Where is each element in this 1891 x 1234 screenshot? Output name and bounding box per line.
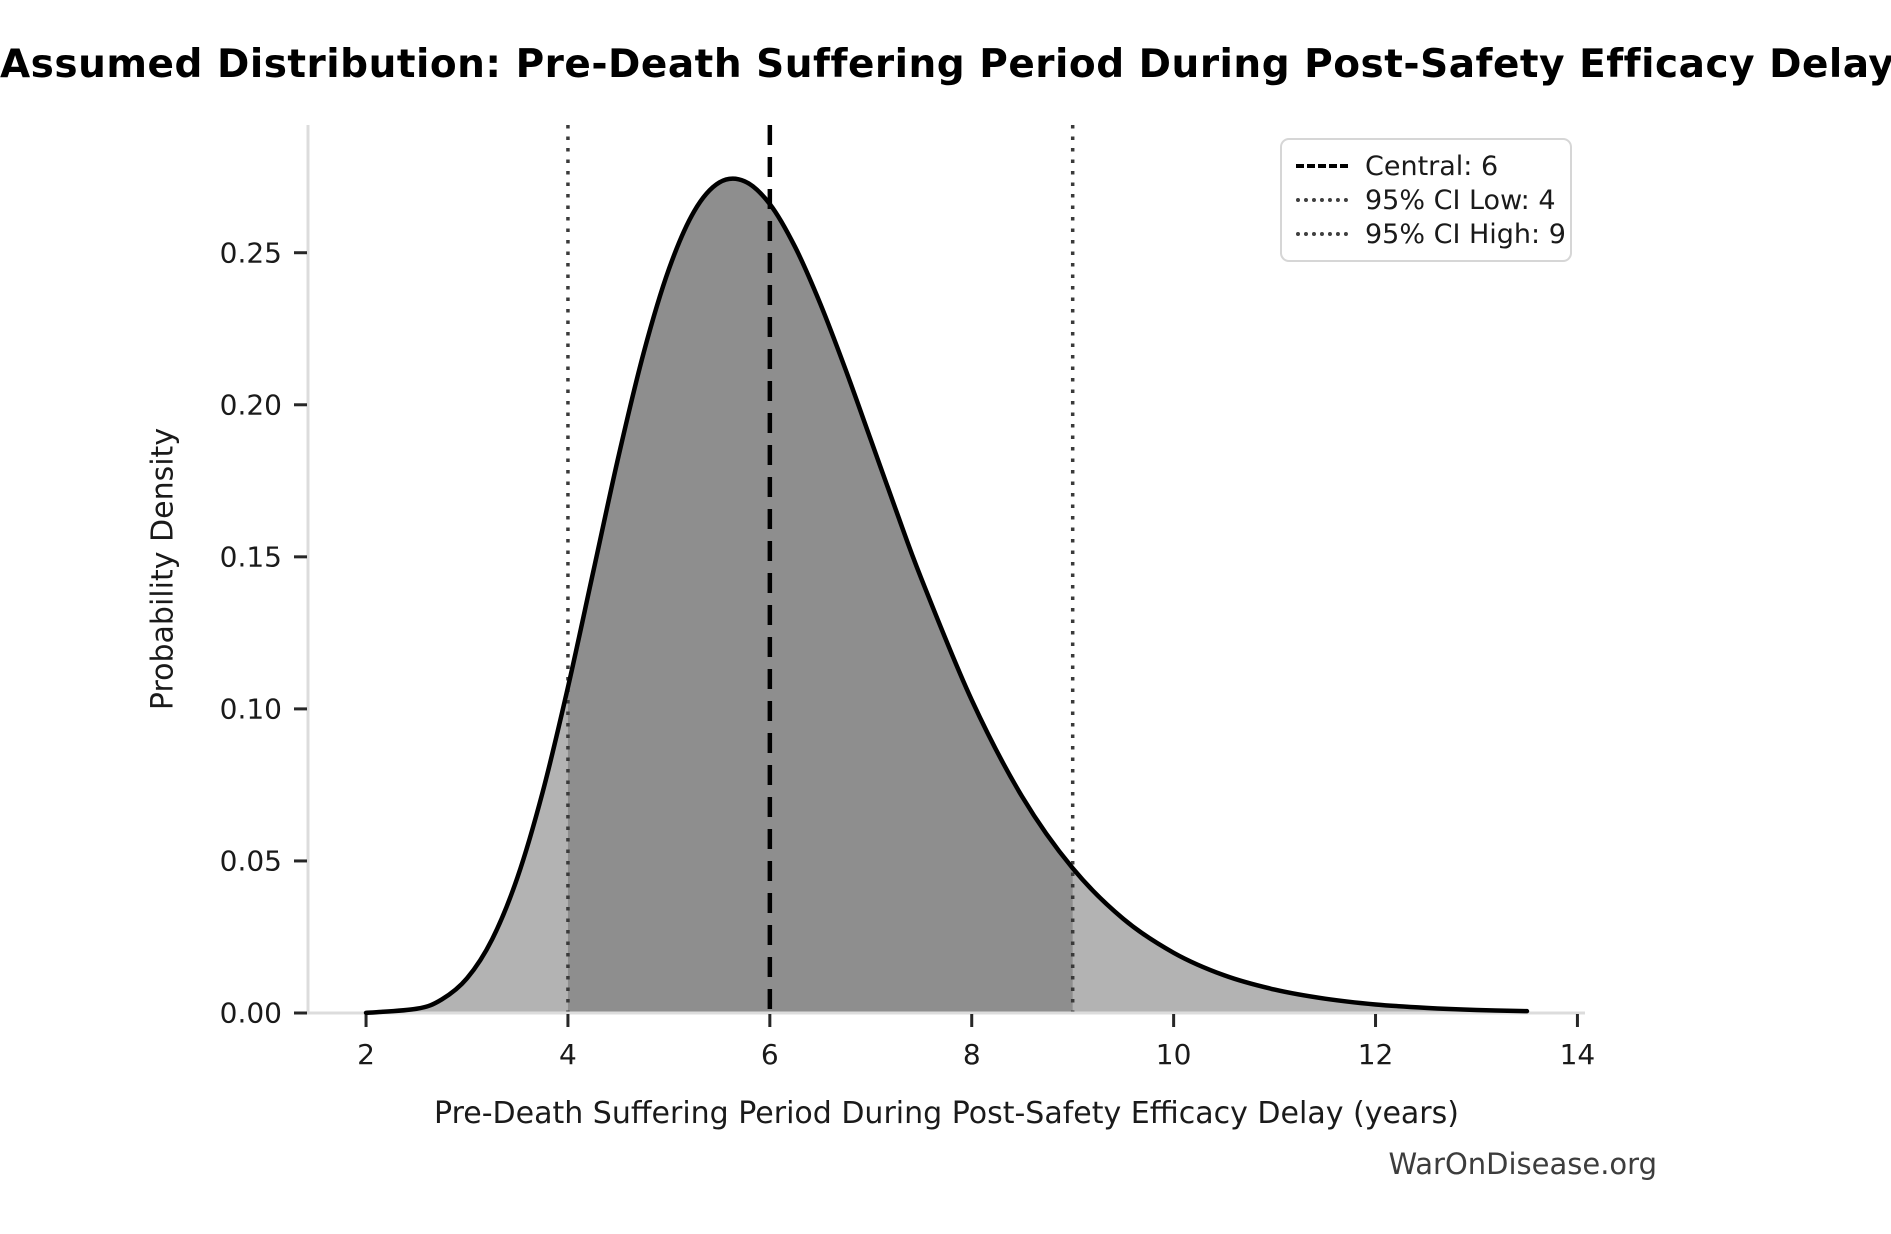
legend-label-ci-low: 95% CI Low: 4 bbox=[1365, 184, 1556, 216]
x-tick-label: 10 bbox=[1155, 1038, 1192, 1071]
x-tick-label: 8 bbox=[962, 1038, 981, 1071]
x-tick-label: 4 bbox=[559, 1038, 577, 1071]
legend-row-ci-high: 95% CI High: 9 bbox=[1296, 219, 1566, 250]
legend-label-ci-high: 95% CI High: 9 bbox=[1365, 218, 1566, 250]
y-tick-label: 0.20 bbox=[219, 388, 282, 422]
chart-title: Assumed Distribution: Pre-Death Sufferin… bbox=[0, 42, 1891, 87]
x-tick-label: 14 bbox=[1559, 1038, 1596, 1071]
y-tick-label: 0.10 bbox=[219, 692, 282, 726]
legend-row-central: Central: 6 bbox=[1296, 151, 1556, 182]
x-tick-label: 6 bbox=[760, 1038, 779, 1071]
y-tick-label: 0.25 bbox=[219, 236, 282, 270]
x-axis-label: Pre-Death Suffering Period During Post-S… bbox=[434, 1096, 1459, 1131]
dashed-line-icon bbox=[1296, 164, 1348, 168]
x-tick-label: 12 bbox=[1357, 1038, 1394, 1071]
legend-row-ci-low: 95% CI Low: 4 bbox=[1296, 185, 1556, 216]
y-tick-label: 0.05 bbox=[219, 844, 282, 878]
density-curve bbox=[363, 176, 1530, 1016]
y-tick-label: 0.15 bbox=[219, 540, 282, 574]
y-tick-label: 0.00 bbox=[219, 996, 282, 1030]
watermark: WarOnDisease.org bbox=[1388, 1147, 1657, 1181]
density-fill-ci bbox=[567, 178, 1073, 1013]
legend-label-central: Central: 6 bbox=[1365, 150, 1499, 182]
dotted-line-icon bbox=[1296, 232, 1348, 236]
legend: Central: 6 95% CI Low: 4 95% CI High: 9 bbox=[1280, 138, 1572, 262]
dotted-line-icon bbox=[1296, 198, 1348, 202]
x-tick-label: 2 bbox=[357, 1038, 375, 1071]
